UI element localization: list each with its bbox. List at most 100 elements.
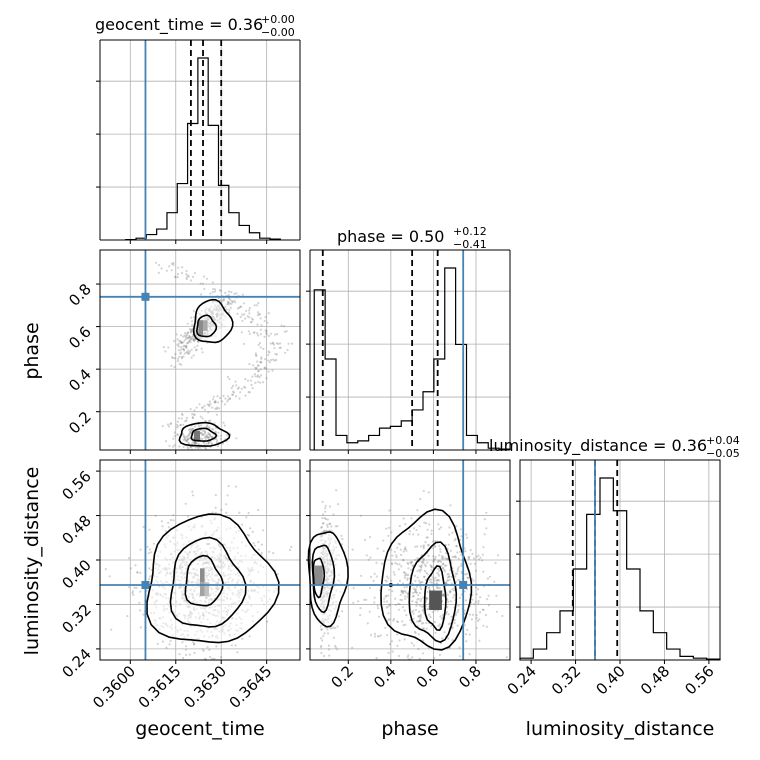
sample-point bbox=[453, 539, 456, 542]
sample-point bbox=[412, 594, 415, 598]
sample-point bbox=[154, 514, 157, 518]
sample-point bbox=[183, 436, 186, 439]
sample-point bbox=[324, 504, 327, 507]
sample-point bbox=[365, 554, 368, 557]
sample-point bbox=[433, 579, 436, 582]
sample-point bbox=[131, 591, 134, 595]
sample-point bbox=[415, 585, 418, 588]
sample-point bbox=[320, 644, 323, 647]
sample-point bbox=[275, 358, 278, 361]
sample-point bbox=[265, 377, 268, 380]
sample-point bbox=[439, 615, 442, 618]
sample-point bbox=[409, 561, 412, 564]
sample-point bbox=[236, 307, 240, 310]
sample-point bbox=[487, 604, 491, 607]
sample-point bbox=[436, 609, 439, 612]
sample-point bbox=[340, 534, 343, 537]
sample-point bbox=[454, 572, 457, 575]
sample-point bbox=[209, 419, 212, 422]
sample-point bbox=[167, 526, 170, 529]
sample-point bbox=[173, 444, 176, 447]
sample-point bbox=[421, 561, 424, 564]
sample-point bbox=[168, 425, 171, 428]
sample-point bbox=[227, 301, 230, 304]
sample-point bbox=[251, 387, 254, 390]
sample-point bbox=[138, 601, 141, 604]
sample-point bbox=[467, 556, 470, 559]
sample-point bbox=[386, 600, 389, 603]
sample-point bbox=[265, 330, 268, 333]
sample-point bbox=[453, 618, 456, 622]
sample-point bbox=[150, 568, 153, 572]
sample-point bbox=[285, 330, 288, 333]
sample-point bbox=[393, 617, 396, 621]
sample-point bbox=[248, 309, 251, 312]
sample-point bbox=[250, 383, 253, 387]
sample-point bbox=[377, 607, 380, 610]
sample-point bbox=[211, 435, 214, 438]
sample-point bbox=[397, 568, 400, 571]
sample-point bbox=[254, 352, 257, 355]
sample-point bbox=[188, 432, 191, 435]
sample-point bbox=[482, 608, 485, 611]
sample-point bbox=[380, 562, 384, 565]
sample-point bbox=[174, 353, 177, 356]
sample-point bbox=[219, 289, 223, 292]
sample-point bbox=[365, 598, 368, 602]
sample-point bbox=[195, 348, 198, 351]
sample-point bbox=[216, 406, 219, 409]
sample-point bbox=[427, 586, 430, 589]
sample-point bbox=[422, 544, 425, 547]
sample-point bbox=[214, 493, 217, 497]
sample-point bbox=[186, 333, 189, 336]
sample-point bbox=[373, 601, 376, 604]
sample-point bbox=[259, 361, 262, 364]
sample-point bbox=[199, 415, 202, 418]
sample-point bbox=[198, 425, 201, 428]
sample-point bbox=[191, 416, 194, 419]
sample-point bbox=[186, 438, 190, 441]
sample-point bbox=[375, 575, 378, 578]
sample-point bbox=[245, 309, 248, 312]
sample-point bbox=[329, 627, 332, 630]
sample-point bbox=[269, 332, 273, 335]
sample-point bbox=[197, 442, 200, 446]
sample-point bbox=[181, 412, 184, 415]
sample-point bbox=[241, 313, 244, 316]
sample-point bbox=[352, 601, 355, 605]
sample-point bbox=[191, 275, 195, 278]
sample-point bbox=[330, 525, 333, 528]
sample-point bbox=[444, 557, 447, 560]
sample-point bbox=[263, 335, 266, 338]
sample-point bbox=[189, 431, 192, 434]
sample-point bbox=[232, 391, 235, 394]
sample-point bbox=[418, 614, 422, 618]
sample-point bbox=[177, 342, 180, 345]
sample-point bbox=[319, 637, 323, 640]
sample-point bbox=[457, 608, 460, 612]
sample-point bbox=[428, 588, 431, 591]
sample-point bbox=[430, 624, 433, 627]
sample-point bbox=[186, 341, 189, 344]
sample-point bbox=[211, 436, 214, 439]
sample-point bbox=[324, 518, 327, 521]
sample-point bbox=[425, 599, 428, 602]
sample-point bbox=[410, 561, 413, 564]
sample-point bbox=[387, 618, 390, 621]
sample-point bbox=[414, 588, 417, 591]
sample-point bbox=[166, 423, 169, 426]
sample-point bbox=[417, 597, 420, 600]
sample-point bbox=[460, 553, 463, 557]
sample-point bbox=[446, 593, 449, 596]
sample-point bbox=[458, 646, 461, 649]
sample-point bbox=[206, 435, 209, 439]
sample-point bbox=[230, 300, 234, 303]
sample-point bbox=[425, 627, 428, 630]
sample-point bbox=[418, 568, 421, 572]
sample-point bbox=[403, 586, 406, 589]
panel-distance-vs-phase: 0.2 0.4 0.6 0.8 bbox=[306, 459, 511, 692]
sample-point bbox=[191, 328, 194, 331]
sample-point bbox=[191, 427, 194, 430]
sample-point bbox=[483, 518, 486, 521]
sample-point bbox=[390, 640, 394, 643]
